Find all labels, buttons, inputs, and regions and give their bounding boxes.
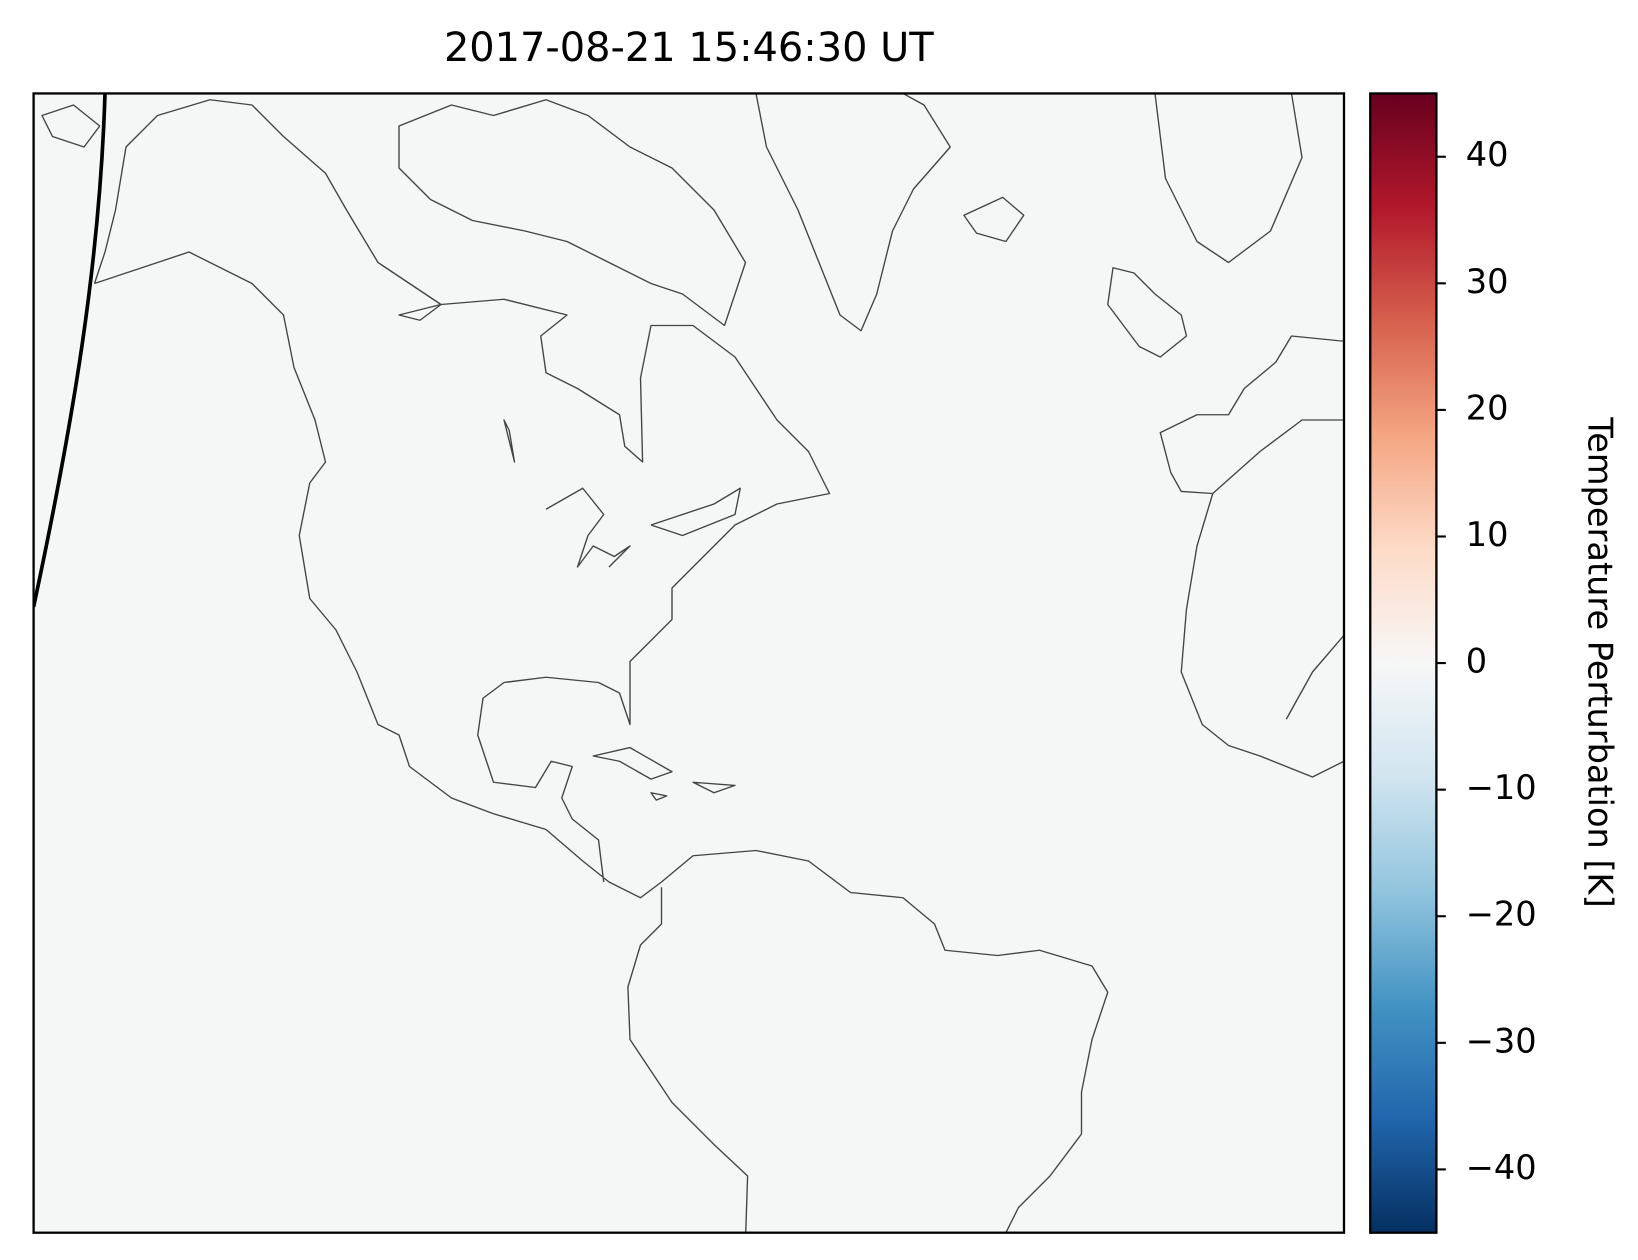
europe-africa <box>1154 93 1344 778</box>
map <box>33 93 1344 1233</box>
map-frame <box>32 92 1346 1234</box>
eclipse-path <box>33 93 107 608</box>
colorbar-axis: −40 −30 −20 −10 0 10 20 30 40 <box>1436 135 1537 1187</box>
colorbar-label: Temperature Perturbation [K] <box>1581 416 1620 907</box>
great-lakes <box>545 487 741 568</box>
coastline <box>41 99 1109 1233</box>
greenland <box>755 93 951 332</box>
colorbar-tick-label: 40 <box>1466 135 1509 174</box>
colorbar-tick-label: −20 <box>1466 895 1537 934</box>
britain <box>1107 267 1188 358</box>
iceland <box>963 196 1025 243</box>
colorbar-tick-label: −10 <box>1466 768 1537 807</box>
colorbar-tick-label: −40 <box>1466 1148 1537 1187</box>
colorbar-tick-label: 10 <box>1466 515 1509 554</box>
colorbar-tick-label: 20 <box>1466 388 1509 427</box>
colorbar-tick-label: 0 <box>1466 642 1487 681</box>
colorbar-tick-label: 30 <box>1466 262 1509 301</box>
islands <box>398 99 747 801</box>
title: 2017-08-21 15:46:30 UT <box>444 25 934 71</box>
colorbar-tick-label: −30 <box>1466 1021 1537 1060</box>
colorbar <box>1369 92 1438 1234</box>
